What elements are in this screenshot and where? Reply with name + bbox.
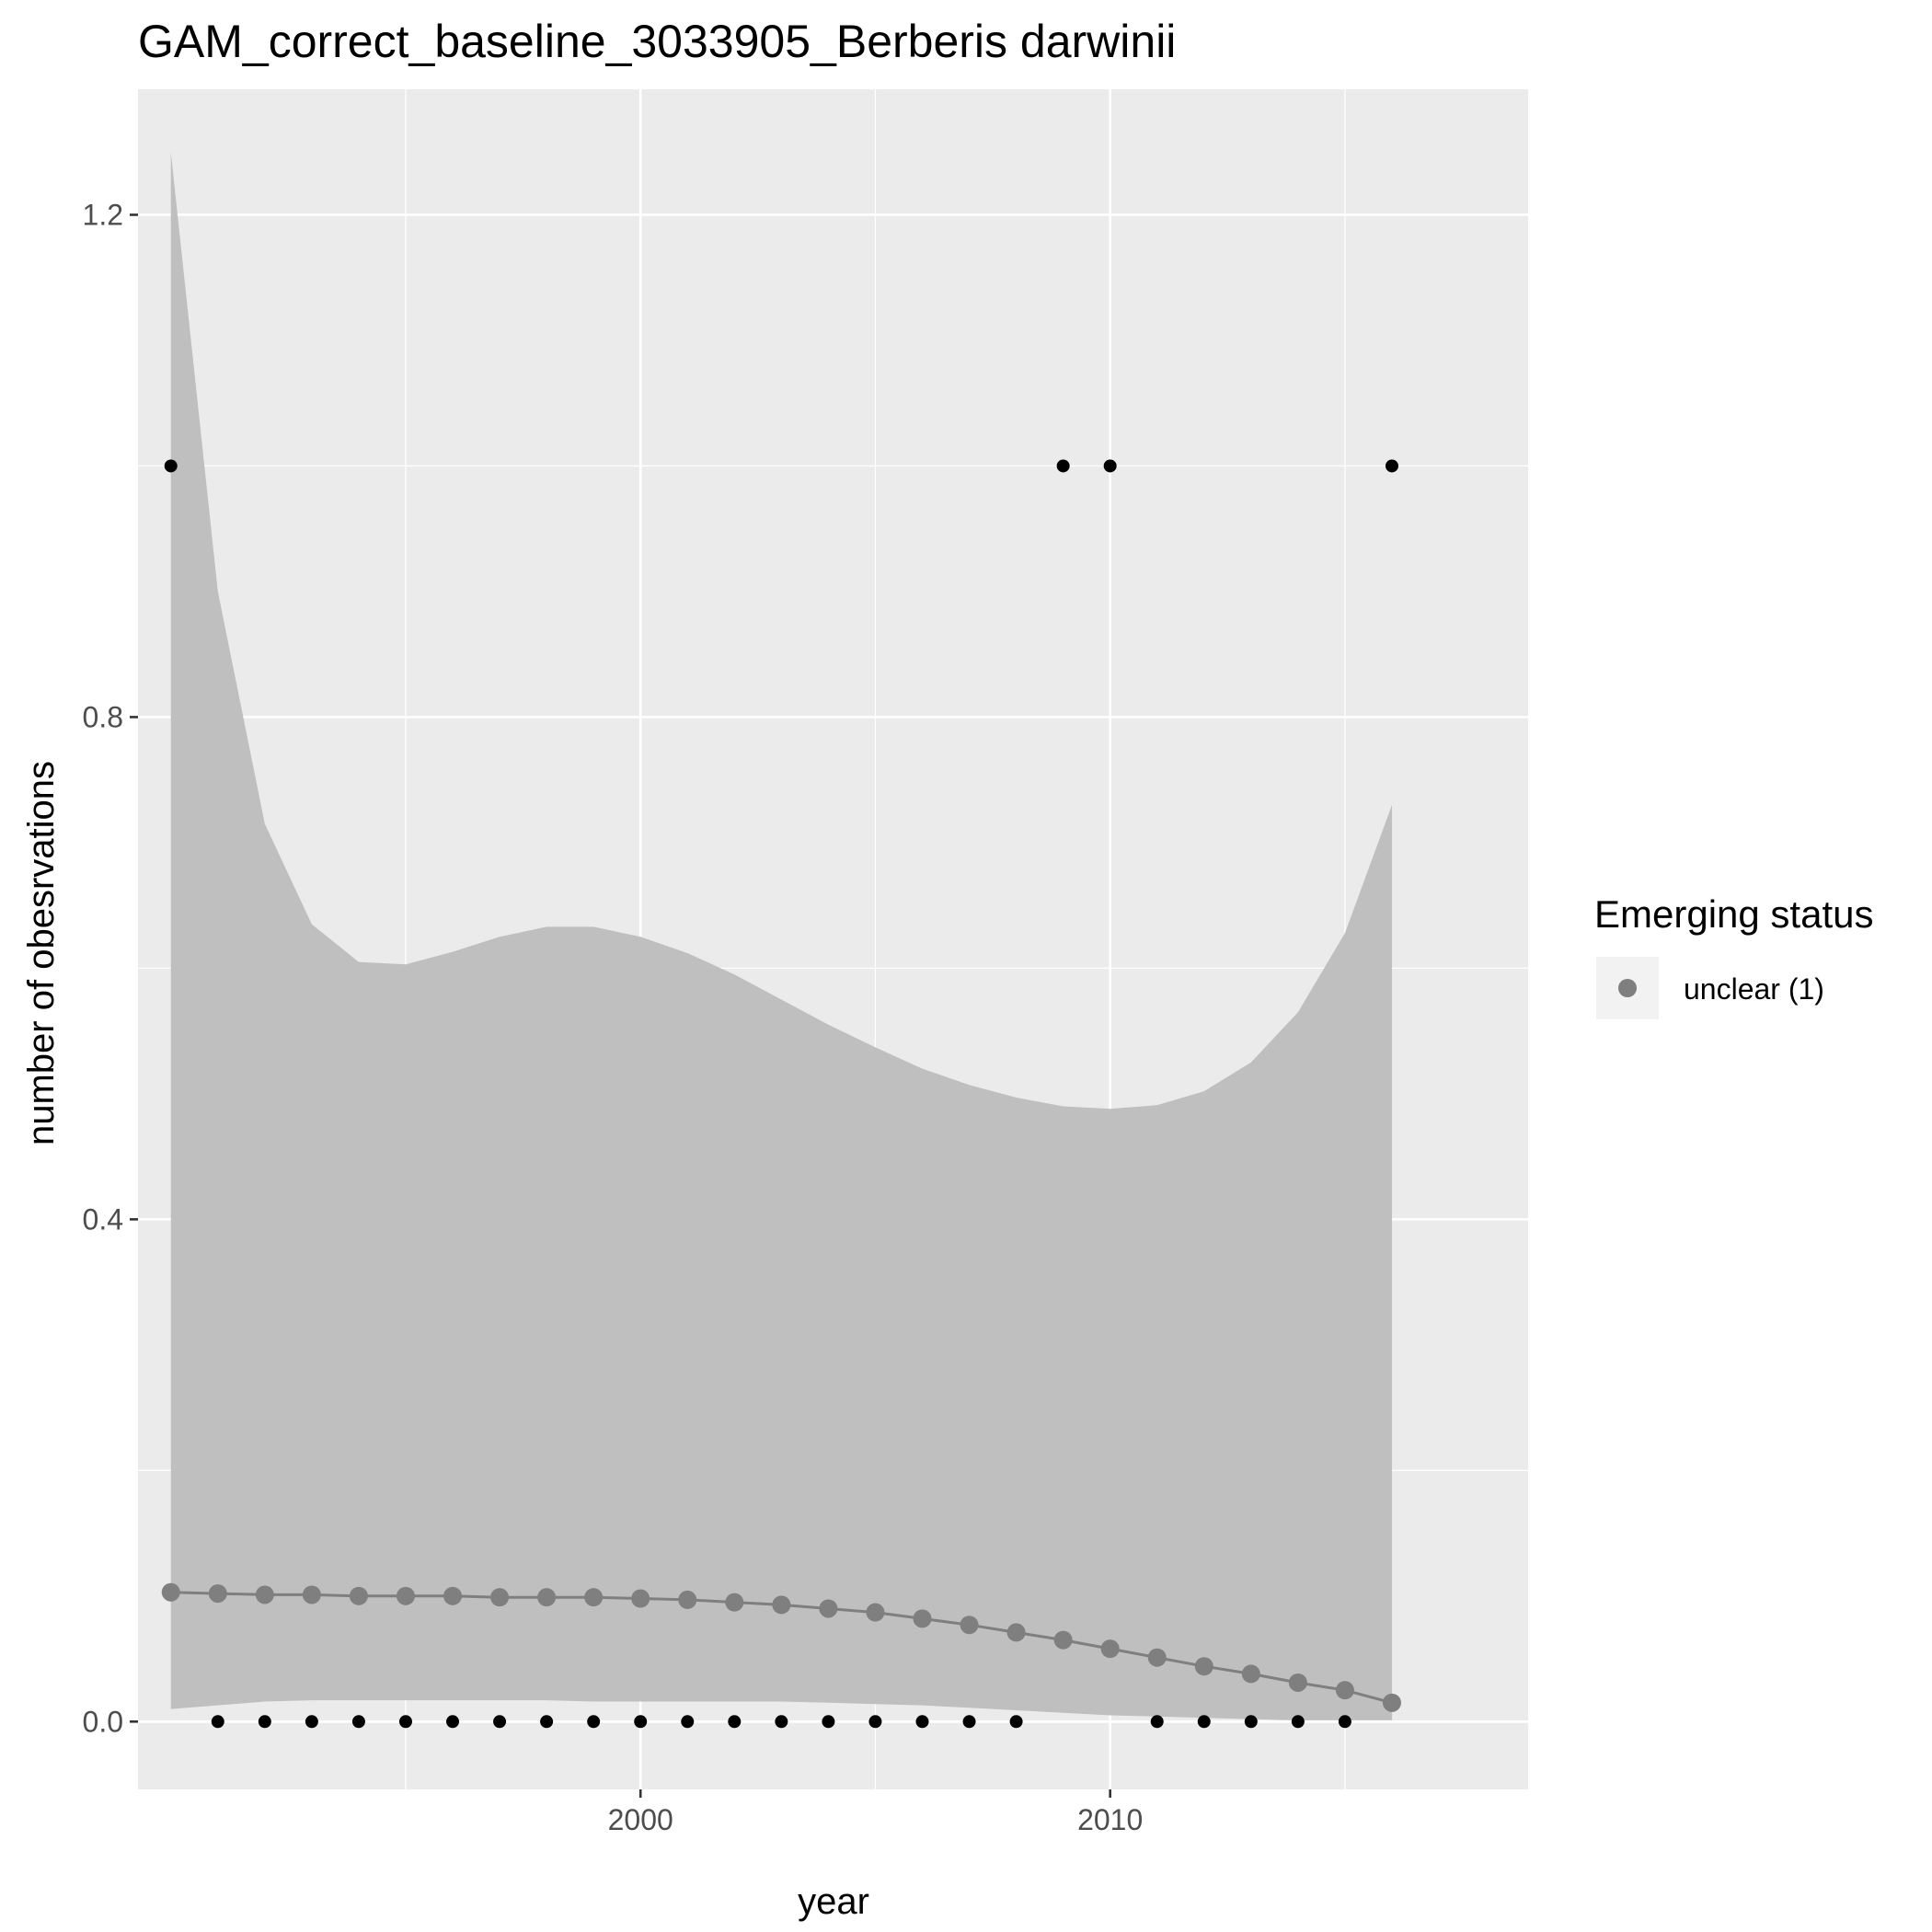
legend-key-dot	[1618, 979, 1637, 997]
observed-point	[351, 1715, 365, 1729]
x-tick-label: 2010	[1077, 1803, 1143, 1836]
observed-point	[1150, 1715, 1164, 1729]
y-tick-label: 0.0	[83, 1705, 123, 1738]
fit-point	[584, 1588, 604, 1607]
axes: 0.0 0.4 0.8 1.2 2000 2010	[83, 198, 1144, 1836]
chart-title: GAM_correct_baseline_3033905_Berberis da…	[138, 16, 1176, 67]
fit-point	[1147, 1648, 1167, 1667]
observed-point	[398, 1715, 412, 1729]
observed-point	[1056, 459, 1070, 473]
fit-point	[1006, 1623, 1026, 1642]
observed-point	[1291, 1715, 1305, 1729]
observed-point	[1103, 459, 1117, 473]
observed-point	[915, 1715, 929, 1729]
observed-point	[1197, 1715, 1211, 1729]
x-tick-label: 2000	[608, 1803, 673, 1836]
fit-point	[208, 1584, 227, 1604]
y-axis-title: number of obesrvations	[21, 761, 62, 1145]
fit-point	[1382, 1693, 1401, 1712]
observed-point	[305, 1715, 318, 1729]
fit-point	[725, 1593, 744, 1612]
fit-point	[913, 1609, 932, 1628]
fit-points	[161, 1582, 1401, 1712]
fit-point	[678, 1590, 697, 1609]
fit-point	[1288, 1673, 1307, 1692]
fit-point	[819, 1599, 838, 1618]
y-tick-label: 0.4	[83, 1202, 123, 1236]
observed-point	[822, 1715, 835, 1729]
observed-point	[493, 1715, 507, 1729]
fit-point	[1335, 1681, 1354, 1700]
fit-point	[349, 1586, 368, 1605]
x-axis-title: year	[798, 1881, 869, 1922]
observed-point	[775, 1715, 788, 1729]
y-tick-label: 0.8	[83, 700, 123, 733]
fit-point	[960, 1616, 979, 1635]
y-tick-label: 1.2	[83, 198, 123, 231]
observed-point	[868, 1715, 882, 1729]
fit-point	[396, 1586, 415, 1605]
observed-point	[1385, 459, 1398, 473]
observed-point	[962, 1715, 976, 1729]
legend-title: Emerging status	[1594, 892, 1873, 936]
fit-point	[631, 1589, 650, 1608]
observed-point	[728, 1715, 742, 1729]
observed-point	[634, 1715, 648, 1729]
observed-point	[446, 1715, 460, 1729]
observed-point	[258, 1715, 271, 1729]
observed-point	[540, 1715, 554, 1729]
fit-point	[161, 1582, 180, 1602]
fit-point	[1100, 1639, 1120, 1659]
observed-point	[1338, 1715, 1351, 1729]
observed-point	[1244, 1715, 1258, 1729]
confidence-ribbon	[170, 152, 1393, 1720]
fit-point	[302, 1585, 321, 1604]
fit-point	[255, 1585, 274, 1604]
fit-point	[490, 1588, 510, 1607]
fit-point	[443, 1586, 463, 1605]
observed-points	[164, 459, 1398, 1729]
observed-point	[681, 1715, 695, 1729]
observed-point	[587, 1715, 601, 1729]
observed-point	[1009, 1715, 1023, 1729]
fit-point	[1194, 1657, 1213, 1676]
fit-point	[866, 1603, 885, 1622]
observed-point	[164, 459, 178, 473]
observed-point	[211, 1715, 224, 1729]
fit-point	[537, 1588, 557, 1607]
fit-point	[1241, 1664, 1260, 1684]
legend-label: unclear (1)	[1684, 972, 1824, 1006]
fit-point	[772, 1595, 791, 1615]
legend: Emerging status unclear (1)	[1594, 892, 1873, 1019]
fit-point	[1053, 1630, 1073, 1650]
